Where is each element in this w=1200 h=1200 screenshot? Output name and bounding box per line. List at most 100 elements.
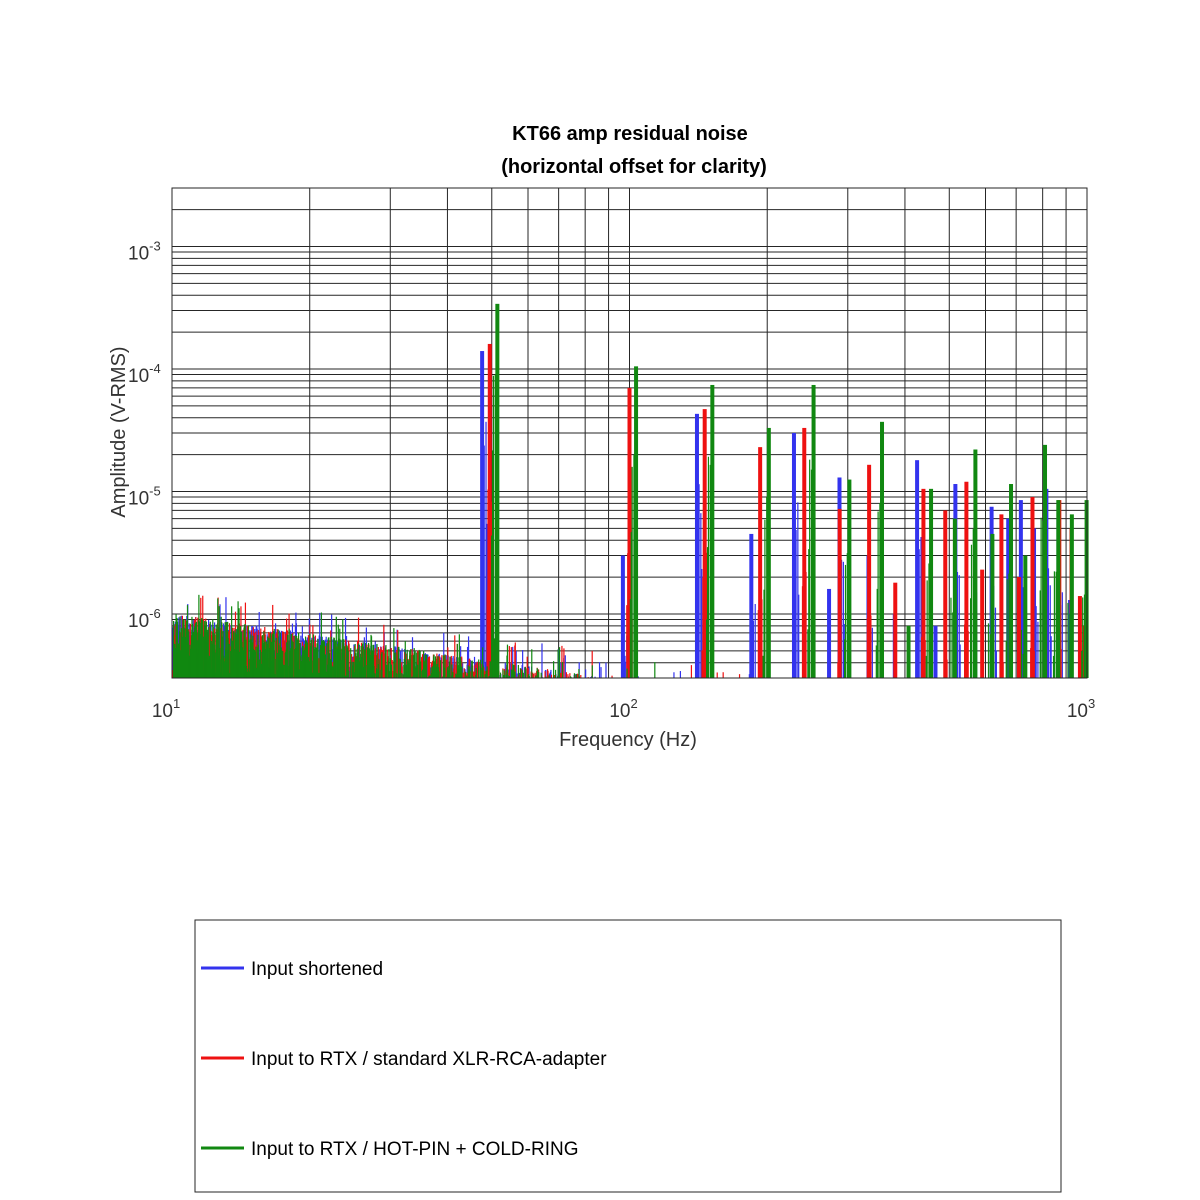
noise-bar: [298, 632, 300, 678]
noise-bar: [241, 647, 244, 678]
legend-label: Input to RTX / HOT-PIN + COLD-RING: [251, 1139, 578, 1160]
noise-bar: [482, 647, 484, 678]
noise-bar: [292, 641, 294, 678]
noise-bar: [809, 459, 811, 678]
noise-bar: [877, 511, 879, 678]
noise-bar: [558, 649, 560, 678]
noise-bar: [425, 654, 427, 678]
noise-bar: [177, 643, 180, 678]
noise-bar: [1069, 613, 1071, 678]
noise-bar: [1040, 517, 1042, 678]
noise-bar: [630, 532, 632, 678]
x-tick-label: 102: [609, 696, 637, 722]
noise-bar: [573, 673, 576, 678]
noise-bar: [1035, 606, 1037, 678]
noise-bar: [443, 667, 445, 678]
noise-bar: [395, 652, 397, 678]
noise-bar: [605, 662, 607, 678]
noise-bar: [366, 647, 369, 678]
noise-bar: [428, 656, 431, 678]
noise-bar: [420, 671, 422, 678]
noise-bar: [504, 662, 506, 678]
noise-bar: [274, 674, 276, 678]
noise-bar: [245, 639, 247, 678]
noise-bar: [179, 616, 181, 678]
noise-bar: [437, 656, 439, 678]
noise-bar: [456, 643, 458, 678]
noise-bar: [575, 674, 577, 678]
noise-bar: [762, 655, 764, 678]
noise-bar: [219, 659, 221, 678]
noise-bar: [393, 652, 395, 678]
noise-bar: [522, 650, 524, 678]
noise-bar: [560, 673, 562, 678]
noise-bar: [520, 668, 522, 678]
noise-bar: [490, 662, 492, 678]
noise-bar: [275, 637, 277, 678]
noise-bar: [515, 650, 517, 678]
noise-bar: [591, 650, 593, 678]
noise-bar: [330, 636, 332, 678]
noise-bar: [231, 606, 233, 678]
noise-bar: [499, 672, 502, 678]
noise-bar: [386, 664, 388, 678]
noise-bar: [388, 671, 390, 678]
noise-bar: [995, 650, 997, 678]
noise-bar: [637, 676, 639, 678]
noise-bar: [810, 469, 813, 678]
noise-bar: [875, 645, 877, 678]
noise-bar: [467, 636, 470, 678]
noise-bar: [367, 642, 370, 678]
noise-bar: [484, 674, 486, 678]
noise-bar: [181, 636, 183, 678]
noise-bar: [233, 631, 235, 678]
noise-bar: [1039, 590, 1041, 678]
noise-bar: [526, 656, 528, 678]
noise-bar: [626, 668, 628, 678]
noise-bar: [516, 676, 518, 678]
noise-bar: [516, 673, 518, 678]
noise-bar: [952, 612, 954, 678]
noise-bar: [396, 673, 398, 678]
noise-bar: [268, 638, 270, 678]
noise-bar: [1082, 597, 1084, 678]
noise-bar: [553, 674, 556, 678]
noise-bar: [527, 667, 529, 678]
harmonic-peak-bar: [973, 449, 978, 678]
noise-bar: [532, 672, 534, 678]
noise-bar: [570, 676, 572, 678]
noise-bar: [478, 659, 480, 678]
noise-bar: [251, 642, 253, 678]
noise-bar: [461, 666, 463, 678]
noise-bar: [1055, 571, 1057, 678]
noise-bar: [763, 589, 765, 678]
noise-bar: [187, 631, 190, 678]
noise-bar: [340, 659, 342, 678]
noise-bar: [972, 529, 974, 678]
noise-bar: [201, 619, 203, 678]
noise-bar: [449, 656, 451, 678]
noise-bar: [314, 647, 316, 678]
noise-bar: [706, 619, 708, 678]
noise-bar: [926, 580, 928, 678]
x-tick-label: 103: [1067, 696, 1095, 722]
noise-bar: [308, 661, 310, 678]
noise-bar: [491, 535, 493, 678]
noise-bar: [410, 649, 412, 678]
noise-bar: [928, 563, 930, 678]
noise-bar: [528, 666, 530, 678]
noise-bar: [447, 670, 449, 678]
noise-bar: [464, 671, 466, 678]
harmonic-peak-bar: [943, 510, 948, 678]
noise-bar: [436, 663, 438, 678]
noise-bar: [509, 663, 511, 678]
noise-bar: [510, 647, 512, 678]
noise-bar: [550, 674, 553, 678]
noise-bar: [373, 665, 375, 678]
harmonic-peak-bar: [480, 351, 485, 678]
noise-bar: [512, 663, 514, 678]
noise-bar: [335, 616, 337, 678]
noise-bar: [1053, 571, 1056, 678]
noise-bar: [239, 625, 242, 678]
noise-bar: [332, 666, 334, 678]
